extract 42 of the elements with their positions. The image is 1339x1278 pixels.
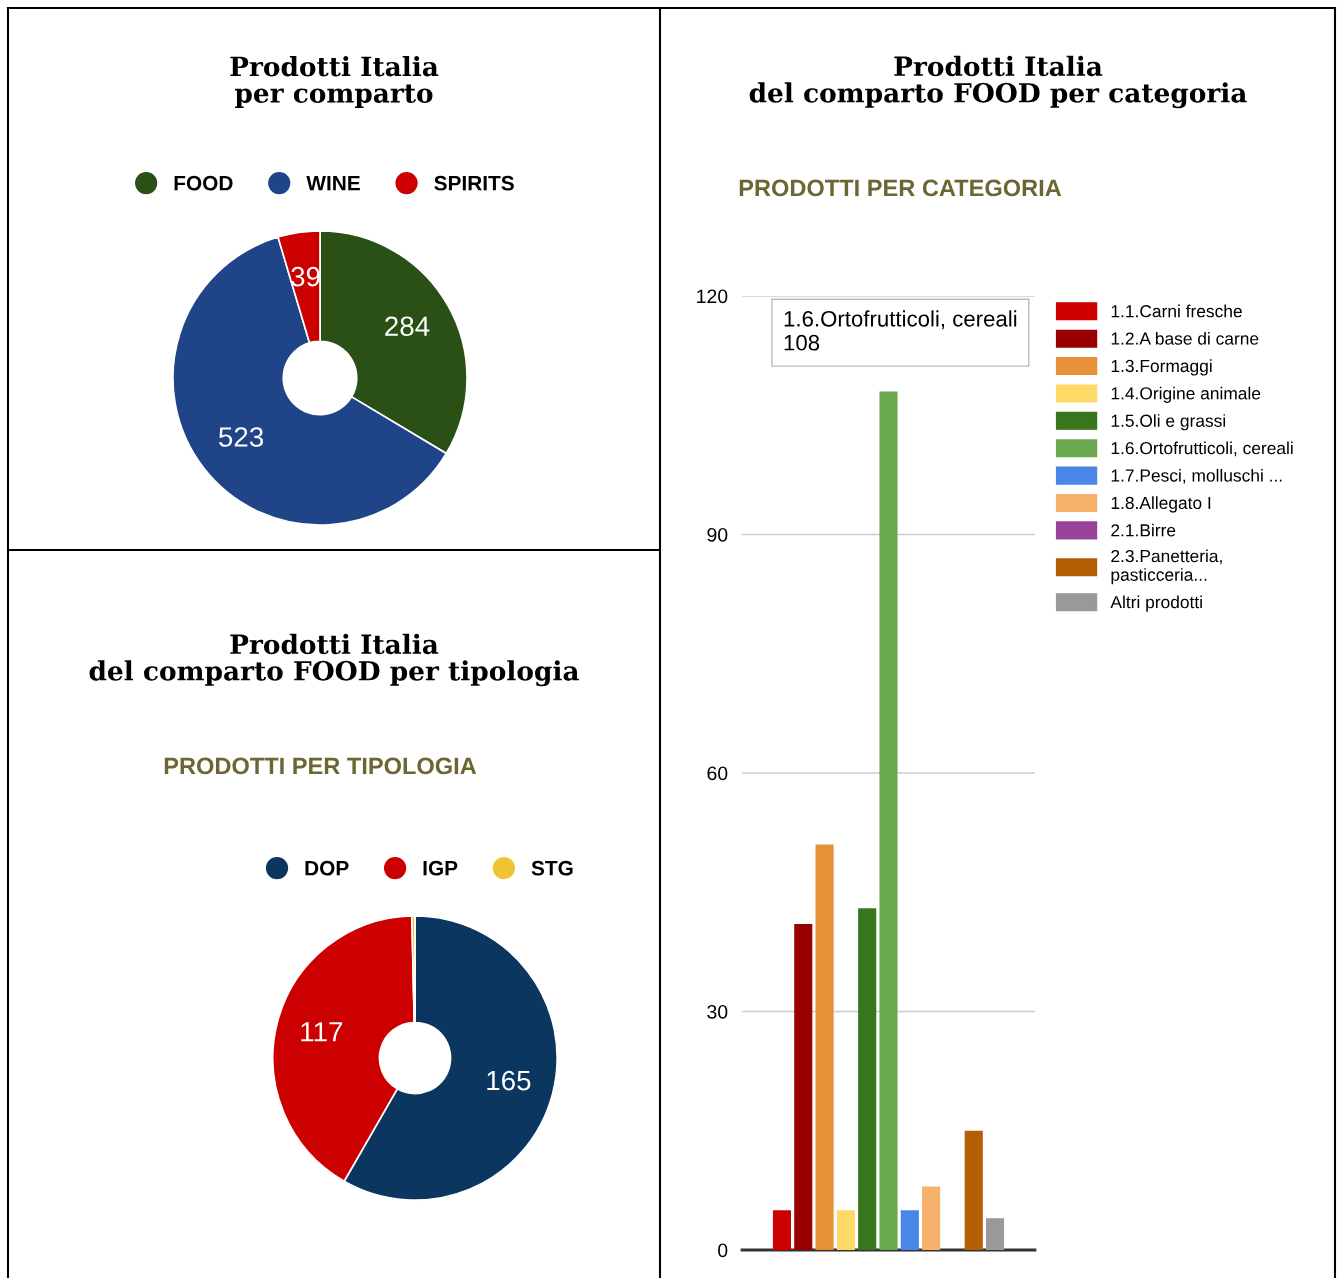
data-label: 284 xyxy=(385,316,430,337)
data-label: 165 xyxy=(487,1070,531,1091)
bar xyxy=(922,1186,941,1250)
bar xyxy=(836,1210,855,1250)
legend-label: 1.7.Pesci, molluschi ... xyxy=(1111,468,1282,484)
y-tick-label: 0 xyxy=(718,1243,728,1258)
legend-label: 1.4.Origine animale xyxy=(1111,386,1261,403)
chart-title: Prodotti Italia del comparto FOOD per tipologia xyxy=(89,633,579,687)
legend-label: FOOD xyxy=(174,175,233,191)
chart-title: Prodotti Italia del comparto FOOD per categoria xyxy=(749,55,1247,109)
data-label: 523 xyxy=(219,427,264,447)
legend-label: STG xyxy=(531,860,573,876)
legend-label: Altri prodotti xyxy=(1110,595,1202,612)
legend-label: WINE xyxy=(306,176,360,191)
legend-label: IGP xyxy=(423,860,458,876)
bar xyxy=(794,924,813,1250)
legend-label: 1.2.A base di carne xyxy=(1111,331,1259,345)
bar xyxy=(879,391,898,1250)
data-label: 117 xyxy=(301,1022,343,1042)
legend-label: 2.3.Panetteria, pasticceria... xyxy=(1111,549,1222,585)
legend-label: SPIRITS xyxy=(434,175,514,191)
legend-label: 1.5.Oli e grassi xyxy=(1111,414,1226,431)
legend-label: 2.1.Birre xyxy=(1111,523,1176,537)
chart-subtitle: PRODOTTI PER CATEGORIA xyxy=(739,179,1062,197)
annotation: 1.6.Ortofrutticoli, cereali 108 xyxy=(784,310,1017,351)
bar xyxy=(900,1210,919,1250)
y-tick-label: 90 xyxy=(707,527,728,542)
y-tick-label: 60 xyxy=(707,766,728,781)
bar xyxy=(815,844,834,1250)
bar xyxy=(964,1130,983,1250)
bar xyxy=(985,1218,1005,1250)
legend-label: DOP xyxy=(305,860,349,876)
legend-label: 1.8.Allegato I xyxy=(1111,496,1211,513)
bar xyxy=(858,908,877,1250)
legend-label: 1.1.Carni fresche xyxy=(1111,304,1242,318)
y-tick-label: 30 xyxy=(707,1004,728,1019)
legend-label: 1.6.Ortofrutticoli, cereali xyxy=(1111,441,1293,457)
legend-label: 1.3.Formaggi xyxy=(1111,359,1212,376)
bar xyxy=(772,1210,792,1250)
chart-title: Prodotti Italia per comparto xyxy=(230,55,439,109)
chart-subtitle: PRODOTTI PER TIPOLOGIA xyxy=(164,757,477,775)
y-tick-label: 120 xyxy=(697,289,728,304)
